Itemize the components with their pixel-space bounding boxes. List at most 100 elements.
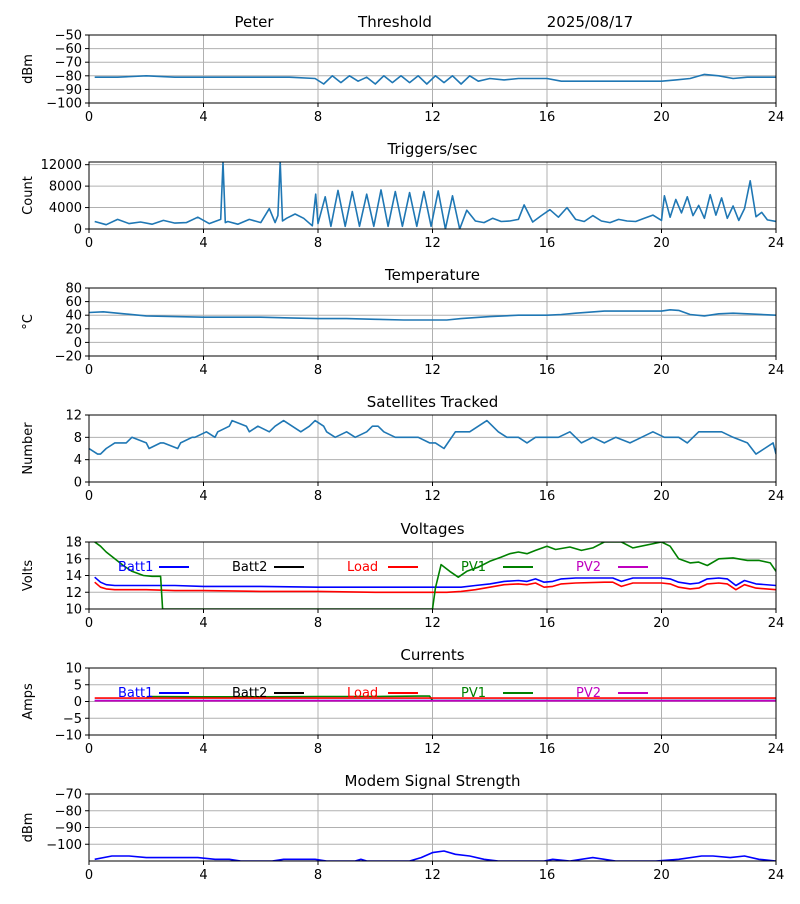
x-tick-label: 24 [768,363,785,378]
y-tick-label: −100 [46,838,82,853]
x-tick-label: 0 [85,110,93,125]
series-line-temperature [89,308,776,321]
legend-label-batt2: Batt2 [232,560,267,575]
y-tick-label: −80 [55,804,82,819]
y-tick-label: 0 [74,223,82,238]
x-tick-label: 12 [424,489,441,504]
y-tick-label: 4000 [49,201,82,216]
legend-label-pv1: PV1 [461,560,486,575]
x-tick-label: 4 [199,868,207,883]
header-mode: Threshold [357,13,432,31]
x-tick-label: 20 [653,236,670,251]
y-tick-label: 80 [65,282,82,297]
y-axis-label: °C [21,314,36,330]
legend-label-load: Load [347,560,378,575]
x-tick-label: 16 [539,742,556,757]
chart-title: Modem Signal Strength [345,772,521,790]
legend-label-pv2: PV2 [576,560,601,575]
series-line-modem [94,850,776,861]
x-tick-label: 20 [653,110,670,125]
y-tick-label: −90 [55,83,82,98]
x-tick-label: 4 [199,363,207,378]
x-tick-label: 12 [424,742,441,757]
chart-title: Triggers/sec [387,140,478,158]
x-tick-label: 0 [85,489,93,504]
chart-title: Voltages [400,520,464,538]
x-tick-label: 12 [424,110,441,125]
chart-panel-6: 0 4 8 12 16 20 24 −100 −90 −80−70 Modem Signal Str… [21,772,784,883]
x-tick-label: 0 [85,236,93,251]
y-tick-label: 10 [65,662,82,677]
y-tick-label: 12 [65,586,82,601]
x-tick-label: 0 [85,616,93,631]
x-tick-label: 8 [314,868,322,883]
y-tick-label: 40 [65,309,82,324]
legend-label-pv1: PV1 [461,686,486,701]
chart-panel-1: 0 4 8 12 16 20 24 0 4000 8000 12000 Triggers/sec Cou… [21,140,784,251]
y-tick-label: 18 [65,536,82,551]
y-tick-label: 12 [65,409,82,424]
x-tick-label: 24 [768,110,785,125]
y-axis-label: Count [21,176,36,215]
y-tick-label: −20 [55,350,82,365]
x-tick-label: 20 [653,363,670,378]
y-tick-label: 14 [65,569,82,584]
y-tick-label: −70 [55,56,82,71]
x-tick-label: 12 [424,363,441,378]
y-axis-label: dBm [21,54,36,84]
x-tick-label: 24 [768,236,785,251]
y-tick-label: 0 [74,476,82,491]
x-tick-label: 12 [424,616,441,631]
x-tick-label: 20 [653,868,670,883]
y-tick-label: 10 [65,603,82,618]
x-tick-label: 24 [768,616,785,631]
y-tick-label: −10 [55,729,82,744]
x-tick-label: 0 [85,363,93,378]
x-tick-label: 4 [199,110,207,125]
chart-title: Currents [400,646,464,664]
legend-label-load: Load [347,686,378,701]
series-line-satellites [89,419,776,455]
x-tick-label: 8 [314,363,322,378]
x-tick-label: 0 [85,742,93,757]
y-axis-label: Amps [21,683,36,720]
y-tick-label: −90 [55,821,82,836]
y-tick-label: −5 [63,712,82,727]
x-tick-label: 4 [199,742,207,757]
y-tick-label: 4 [74,453,82,468]
x-tick-label: 8 [314,110,322,125]
x-tick-label: 16 [539,363,556,378]
x-tick-label: 16 [539,868,556,883]
y-tick-label: 60 [65,295,82,310]
y-tick-label: 16 [65,552,82,567]
series-line-triggers [94,162,776,229]
series-line-noise [94,73,776,85]
y-tick-label: 0 [74,336,82,351]
x-tick-label: 4 [199,489,207,504]
chart-title: Temperature [384,266,480,284]
y-tick-label: −70 [55,788,82,803]
x-tick-label: 4 [199,236,207,251]
header-date: 2025/08/17 [547,13,633,31]
y-tick-label: 20 [65,322,82,337]
y-tick-label: 8000 [49,180,82,195]
chart-title: Satellites Tracked [367,393,498,411]
y-tick-label: −80 [55,69,82,84]
y-tick-label: 12000 [41,158,82,173]
y-tick-label: −50 [55,29,82,44]
x-tick-label: 16 [539,616,556,631]
legend-label-pv2: PV2 [576,686,601,701]
y-axis-label: Volts [21,560,36,592]
x-tick-label: 16 [539,110,556,125]
x-tick-label: 24 [768,742,785,757]
chart-panel-3: 0 4 8 12 16 20 24 0 4 8 12 Satellites Tracked Number [21,393,784,504]
chart-panel-0: 0 4 8 12 16 20 24 −100−90−80−70−60−50 dBm [21,29,784,126]
y-tick-label: 5 [74,678,82,693]
x-tick-label: 8 [314,742,322,757]
y-tick-label: 0 [74,695,82,710]
